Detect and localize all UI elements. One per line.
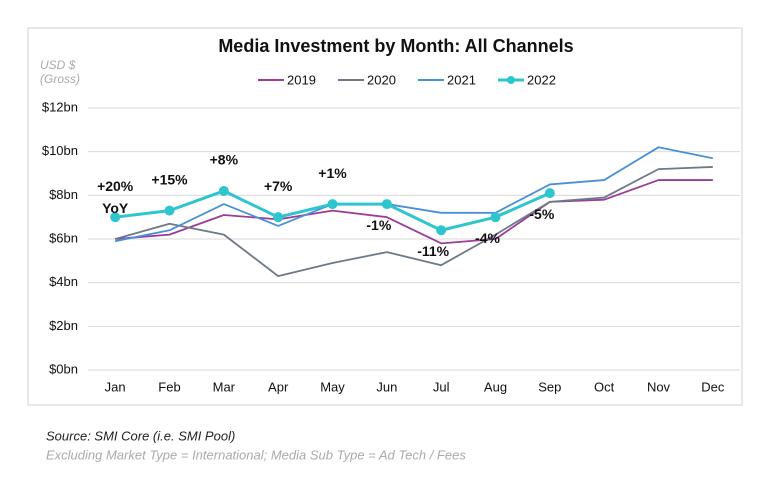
annotation: -4% xyxy=(475,230,500,246)
note: Excluding Market Type = International; M… xyxy=(46,447,466,462)
data-point xyxy=(544,188,555,199)
annotation: +7% xyxy=(264,178,293,194)
annotation: +20% YoY xyxy=(97,178,134,216)
y-tick-label: $4bn xyxy=(49,274,78,289)
y-tick-label: $2bn xyxy=(49,318,78,333)
y-tick-label: $6bn xyxy=(49,230,78,245)
annotation: -1% xyxy=(366,217,391,233)
x-tick-label: May xyxy=(320,379,345,394)
legend-label: 2020 xyxy=(367,72,396,87)
x-tick-label: Jan xyxy=(105,379,126,394)
x-tick-label: Oct xyxy=(594,379,615,394)
x-tick-label: Dec xyxy=(701,379,725,394)
legend-label: 2021 xyxy=(447,72,476,87)
data-point xyxy=(164,205,175,216)
source: Source: SMI Core (i.e. SMI Pool) xyxy=(46,428,235,443)
series-line xyxy=(115,179,713,245)
y-tick-label: $0bn xyxy=(49,361,78,376)
legend-label: 2022 xyxy=(527,72,556,87)
x-tick-label: Aug xyxy=(484,379,507,394)
x-tick-label: Jul xyxy=(433,379,450,394)
legend-marker xyxy=(507,76,515,84)
annotation: +8% xyxy=(210,152,239,168)
y-tick-label: $8bn xyxy=(49,187,78,202)
x-tick-label: Sep xyxy=(538,379,561,394)
chart-frame xyxy=(27,27,743,406)
series-line xyxy=(114,166,713,278)
data-point xyxy=(110,212,121,223)
y-tick-label: $12bn xyxy=(42,99,78,114)
data-point xyxy=(327,199,338,210)
x-tick-label: Apr xyxy=(268,379,289,394)
chart-title: Media Investment by Month: All Channels xyxy=(218,36,573,56)
annotation: +1% xyxy=(318,165,347,181)
legend-label: 2019 xyxy=(287,72,316,87)
data-point xyxy=(490,212,501,223)
annotation: -11% xyxy=(417,243,449,259)
y-tick-label: $10bn xyxy=(42,143,78,158)
series-line xyxy=(114,146,714,243)
data-point xyxy=(218,185,229,196)
data-point xyxy=(381,199,392,210)
y-axis-label: USD $ xyxy=(40,58,76,72)
annotation: -5% xyxy=(529,206,554,222)
data-point xyxy=(436,225,447,236)
x-tick-label: Jun xyxy=(376,379,397,394)
x-tick-label: Nov xyxy=(647,379,671,394)
data-point xyxy=(273,212,284,223)
y-axis-sublabel: (Gross) xyxy=(40,72,80,86)
annotation: +15% xyxy=(151,171,188,187)
x-tick-label: Feb xyxy=(158,379,180,394)
x-tick-label: Mar xyxy=(213,379,236,394)
